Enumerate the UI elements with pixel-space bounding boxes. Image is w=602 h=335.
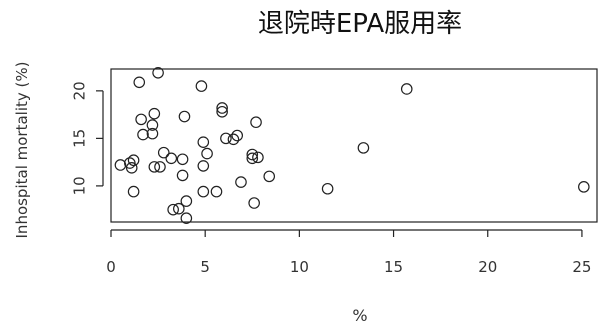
data-point (197, 136, 210, 148)
data-point (146, 119, 159, 131)
y-tick-label: 10 (71, 176, 89, 195)
data-points (114, 67, 590, 224)
x-tick-label: 15 (384, 258, 403, 276)
data-point (133, 76, 146, 89)
data-point (252, 151, 264, 164)
data-point (321, 182, 334, 195)
chart-title: 退院時EPA服用率 (257, 9, 463, 39)
data-point (210, 185, 223, 198)
data-point (201, 147, 213, 160)
data-point (263, 170, 276, 183)
x-tick-label: 5 (200, 258, 210, 276)
data-point (152, 67, 164, 79)
x-axis-label: % (352, 306, 368, 325)
data-point (578, 181, 590, 193)
x-tick-label: 0 (106, 258, 116, 276)
x-tick-label: 10 (290, 258, 309, 276)
data-point (248, 197, 260, 209)
data-point (178, 110, 191, 123)
data-point (148, 161, 161, 173)
data-point (165, 152, 178, 165)
data-point (135, 113, 147, 126)
data-point (231, 129, 244, 142)
data-point (176, 169, 189, 182)
data-point (137, 128, 149, 141)
data-point (220, 132, 232, 145)
data-point (157, 146, 170, 159)
data-point (167, 203, 179, 216)
data-point (125, 162, 138, 174)
data-point (148, 107, 161, 120)
data-point (180, 195, 193, 207)
data-point (173, 202, 185, 215)
data-point (250, 116, 262, 129)
data-point (146, 127, 159, 140)
data-point (216, 102, 228, 114)
x-tick-label: 25 (572, 258, 591, 276)
data-point (357, 142, 370, 154)
x-tick-label: 20 (478, 258, 497, 276)
data-point (176, 153, 189, 166)
data-point (235, 176, 247, 188)
data-point (400, 83, 413, 95)
y-tick-label: 20 (71, 81, 89, 100)
data-point (246, 148, 259, 161)
plot-frame (110, 68, 598, 223)
data-point (114, 159, 127, 171)
data-point (246, 152, 259, 165)
data-point (127, 185, 140, 198)
data-point (216, 105, 228, 118)
data-point (195, 80, 208, 92)
y-axis: 10 15 20 (71, 81, 104, 195)
data-point (197, 185, 210, 198)
y-tick-label: 15 (71, 129, 89, 148)
data-point (154, 161, 166, 173)
data-point (127, 154, 140, 167)
data-point (180, 212, 193, 224)
x-axis: 0 5 10 15 20 25 (106, 229, 591, 276)
data-point (197, 160, 210, 172)
data-point (227, 133, 240, 146)
